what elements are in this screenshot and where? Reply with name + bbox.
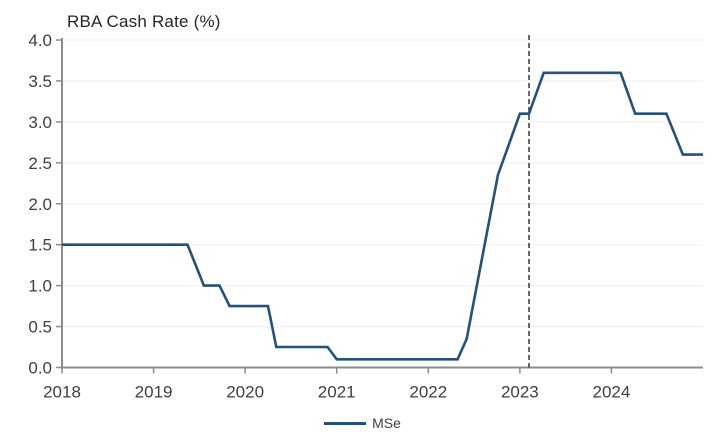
legend-line-swatch [324,421,367,425]
y-tick-label: 4.0 [28,31,52,50]
x-tick-label: 2022 [409,383,447,402]
x-tick-label: 2023 [501,383,539,402]
y-tick-label: 0.5 [28,318,52,337]
x-tick-label: 2018 [43,383,81,402]
y-tick-label: 0.0 [28,359,52,378]
legend-series-label: MSe [372,415,401,431]
y-tick-label: 2.5 [28,154,52,173]
x-tick-label: 2019 [135,383,173,402]
legend: MSe [0,410,725,436]
series-line-mse [62,71,703,361]
y-tick-label: 1.5 [28,236,52,255]
x-tick-label: 2021 [318,383,356,402]
y-tick-label: 3.5 [28,72,52,91]
y-tick-label: 1.0 [28,277,52,296]
x-tick-label: 2024 [593,383,631,402]
y-tick-label: 3.0 [28,113,52,132]
chart-title: RBA Cash Rate (%) [67,12,221,31]
y-tick-label: 2.0 [28,195,52,214]
x-tick-label: 2020 [226,383,264,402]
